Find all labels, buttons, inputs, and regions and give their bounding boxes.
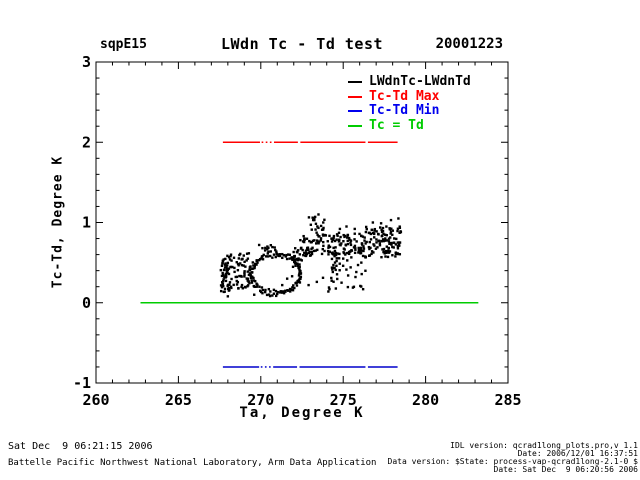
svg-text:275: 275	[330, 391, 357, 409]
legend: LWdnTc-LWdnTd Tc-Td Max Tc-Td Min Tc = T…	[348, 75, 471, 133]
data-version-date-line: Date: Sat Dec 9 06:20:56 2006	[493, 465, 639, 474]
legend-dash-icon	[348, 95, 362, 98]
footer-timestamp: Sat Dec 9 06:21:15 2006	[8, 441, 153, 452]
svg-text:270: 270	[247, 391, 274, 409]
svg-text:285: 285	[494, 391, 521, 409]
plot-date: 20001223	[435, 36, 503, 52]
idl-version-date-line: Date: 2006/12/01 16:37:51	[517, 449, 638, 458]
svg-text:280: 280	[412, 391, 439, 409]
svg-text:-1: -1	[73, 374, 91, 392]
footer-organization: Battelle Pacific Northwest National Labo…	[8, 458, 377, 468]
legend-label: Tc-Td Max	[369, 88, 440, 104]
svg-text:0: 0	[82, 294, 91, 312]
data-version-line: Data version: $State: process-vap-qcrad1…	[387, 457, 638, 466]
legend-item-tc-td-max: Tc-Td Max	[348, 88, 471, 105]
svg-text:260: 260	[82, 391, 109, 409]
legend-label: Tc = Td	[369, 117, 424, 133]
site-label: sqpE15	[100, 37, 147, 52]
svg-text:2: 2	[82, 133, 91, 151]
svg-text:1: 1	[82, 214, 91, 232]
plot-title: LWdn Tc - Td test	[220, 35, 384, 53]
x-axis-title: Ta, Degree K	[239, 405, 365, 421]
legend-item-tc-eq-td: Tc = Td	[348, 117, 471, 134]
idl-version-line: IDL version: qcrad1long_plots.pro,v 1.1	[450, 441, 638, 450]
y-axis-title: Tc-Td, Degree K	[50, 155, 66, 289]
legend-item-tc-td-min: Tc-Td Min	[348, 104, 471, 119]
footer-version-block: IDL version: qcrad1long_plots.pro,v 1.1 …	[388, 442, 638, 474]
legend-label: LWdnTc-LWdnTd	[369, 74, 471, 90]
legend-dash-icon	[348, 124, 362, 127]
legend-label: Tc-Td Min	[369, 103, 440, 119]
legend-dash-icon	[348, 81, 362, 84]
svg-text:3: 3	[82, 53, 91, 71]
legend-dash-icon	[348, 110, 362, 113]
svg-text:265: 265	[165, 391, 192, 409]
legend-item-lwdntc-lwdntd: LWdnTc-LWdnTd	[348, 75, 471, 90]
